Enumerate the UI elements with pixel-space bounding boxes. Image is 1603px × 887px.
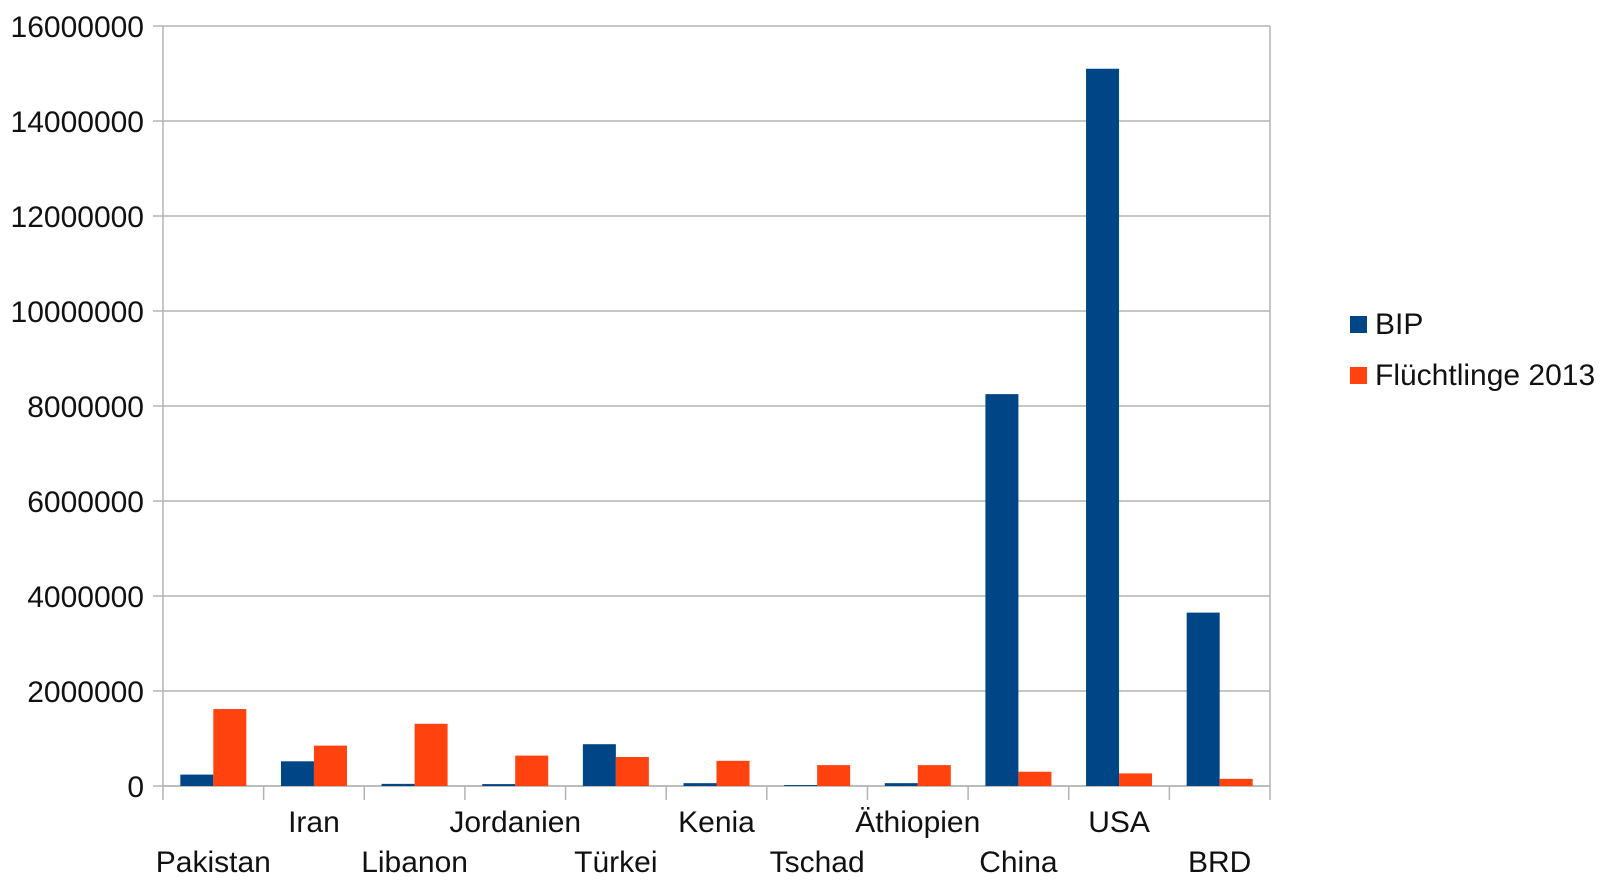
- y-tick-label: 12000000: [11, 201, 144, 234]
- bar-fluechtlinge-6: [817, 765, 851, 786]
- y-tick-label: 2000000: [27, 676, 144, 709]
- bar-fluechtlinge-5: [716, 760, 750, 786]
- x-tick-label: Iran: [288, 806, 340, 839]
- x-tick-label: Tschad: [770, 846, 865, 879]
- legend-swatch: [1350, 316, 1367, 333]
- bar-bip-6: [784, 785, 818, 786]
- x-tick-label: BRD: [1188, 846, 1251, 879]
- bar-bip-4: [582, 744, 616, 786]
- bar-fluechtlinge-7: [917, 765, 951, 786]
- x-tick-label: Pakistan: [156, 846, 271, 879]
- legend: BIP Flüchtlinge 2013: [1350, 308, 1595, 392]
- bar-fluechtlinge-1: [313, 745, 347, 786]
- bar-bip-10: [1186, 612, 1220, 786]
- x-tick-label: China: [979, 846, 1058, 879]
- grid-lines: [163, 25, 1270, 787]
- y-tick-label: 14000000: [11, 106, 144, 139]
- bar-fluechtlinge-8: [1018, 771, 1052, 786]
- y-tick-labels: 0 2000000 4000000 6000000 8000000 10000000 120…: [11, 11, 144, 804]
- bar-bip-1: [280, 761, 314, 786]
- bar-bip-0: [180, 774, 214, 786]
- bar-bip-2: [381, 783, 415, 786]
- x-tick-label: Libanon: [361, 846, 468, 879]
- x-tick-label: Jordanien: [449, 806, 581, 839]
- y-tick-label: 4000000: [27, 581, 144, 614]
- y-tick-label: 0: [127, 771, 144, 804]
- bar-fluechtlinge-4: [615, 757, 649, 786]
- y-tick-label: 10000000: [11, 296, 144, 329]
- bar-bip-5: [683, 783, 717, 786]
- y-tick-label: 8000000: [27, 391, 144, 424]
- bar-fluechtlinge-3: [515, 755, 549, 786]
- bar-fluechtlinge-10: [1219, 778, 1253, 786]
- legend-label: BIP: [1375, 308, 1423, 341]
- bar-fluechtlinge-0: [213, 709, 247, 786]
- x-tick-labels: Pakistan Iran Libanon Jordanien Türkei Kenia T…: [156, 806, 1252, 879]
- bar-bip-9: [1086, 68, 1120, 786]
- y-tick-label: 6000000: [27, 486, 144, 519]
- bar-bip-3: [482, 784, 516, 786]
- x-tick-label: Türkei: [574, 846, 657, 879]
- bar-bip-8: [985, 394, 1019, 786]
- legend-swatch: [1350, 367, 1367, 384]
- legend-label: Flüchtlinge 2013: [1375, 359, 1595, 392]
- x-tick-label: Kenia: [678, 806, 755, 839]
- bars: [180, 68, 1253, 786]
- bar-bip-7: [884, 783, 918, 786]
- bar-fluechtlinge-2: [414, 723, 448, 786]
- x-tick-label: USA: [1088, 806, 1150, 839]
- bar-fluechtlinge-9: [1119, 773, 1153, 786]
- y-tick-label: 16000000: [11, 11, 144, 44]
- x-tick-label: Äthiopien: [855, 806, 980, 839]
